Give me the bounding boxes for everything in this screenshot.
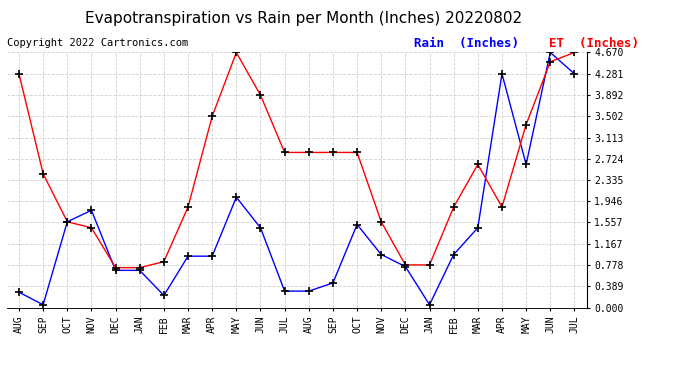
- Text: Rain  (Inches): Rain (Inches): [414, 38, 519, 51]
- Text: Evapotranspiration vs Rain per Month (Inches) 20220802: Evapotranspiration vs Rain per Month (In…: [85, 11, 522, 26]
- Text: ET  (Inches): ET (Inches): [549, 38, 638, 51]
- Text: Copyright 2022 Cartronics.com: Copyright 2022 Cartronics.com: [7, 38, 188, 48]
